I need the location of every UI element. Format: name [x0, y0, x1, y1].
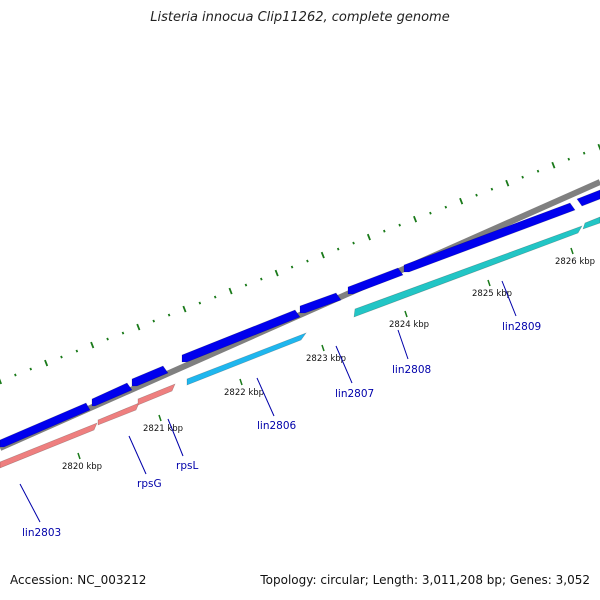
kbp-label: 2820 kbp	[62, 462, 102, 472]
gc-tick	[366, 233, 371, 241]
gc-tick	[29, 367, 33, 371]
kbp-tick	[404, 310, 408, 318]
gc-tick	[429, 211, 432, 215]
gc-tick	[14, 373, 17, 377]
gc-tick	[567, 157, 571, 161]
gc-tick	[228, 287, 233, 295]
gene-reverse-2[interactable]	[97, 402, 140, 426]
gc-tick	[121, 331, 125, 335]
genome-backbone	[0, 179, 600, 451]
gene-reverse-4[interactable]	[186, 332, 307, 386]
gc-tick	[90, 341, 95, 349]
gc-tick	[398, 223, 401, 227]
kbp-label: 2822 kbp	[224, 388, 264, 398]
gene-forward-4[interactable]	[181, 309, 301, 363]
gc-tick	[475, 193, 478, 197]
gc-tick	[306, 259, 309, 263]
kbp-tick	[77, 452, 81, 460]
gene-forward-5[interactable]	[299, 292, 342, 314]
gc-tick	[444, 205, 448, 209]
gc-tick	[490, 187, 494, 191]
gene-leader-line	[397, 329, 409, 360]
gc-tick	[198, 301, 202, 305]
gc-tick	[536, 169, 540, 173]
gene-label[interactable]: rpsG	[137, 478, 162, 490]
gc-tick	[75, 349, 79, 353]
gc-tick	[505, 179, 510, 187]
topology-summary-text: Topology: circular; Length: 3,011,208 bp…	[260, 573, 590, 587]
gc-tick	[60, 355, 63, 359]
gc-tick	[383, 229, 386, 233]
kbp-label: 2823 kbp	[306, 354, 346, 364]
kbp-tick	[321, 344, 325, 352]
gc-skew-tick-track	[0, 143, 600, 385]
kbp-label: 2821 kbp	[143, 424, 183, 434]
gc-tick	[274, 269, 279, 277]
gc-tick	[582, 151, 586, 155]
gc-tick	[44, 359, 49, 367]
gc-tick	[290, 265, 294, 269]
gene-leader-line	[19, 483, 41, 523]
gc-tick	[213, 295, 217, 299]
gene-forward-7[interactable]	[403, 202, 576, 273]
kbp-tick	[487, 279, 491, 287]
gc-tick	[320, 251, 325, 259]
gene-label[interactable]: lin2807	[335, 388, 374, 400]
gc-tick	[521, 175, 524, 179]
kbp-scale: 2820 kbp 2821 kbp 2822 kbp 2823 kbp 2824 kbp…	[62, 247, 595, 472]
kbp-tick	[239, 378, 243, 386]
kbp-label: 2824 kbp	[389, 320, 429, 330]
gene-forward-8[interactable]	[576, 189, 600, 207]
map-title: Listeria innocua Clip11262, complete gen…	[150, 10, 450, 25]
gc-tick	[336, 247, 340, 251]
gene-label[interactable]: lin2803	[22, 527, 61, 539]
gc-tick	[413, 215, 418, 223]
gc-tick	[106, 337, 109, 341]
gene-forward-2[interactable]	[91, 382, 133, 407]
gene-leader-line	[335, 345, 353, 384]
gc-tick	[260, 277, 263, 281]
kbp-label: 2825 kbp	[472, 289, 512, 299]
gene-leader-line	[128, 435, 147, 475]
gc-tick	[244, 283, 248, 287]
kbp-tick	[570, 247, 574, 255]
gene-leader-line	[256, 377, 275, 417]
gene-reverse-1[interactable]	[0, 422, 98, 469]
gene-leader-line	[167, 418, 184, 457]
gene-reverse-3[interactable]	[137, 383, 176, 406]
gene-reverse-6[interactable]	[582, 216, 600, 230]
gene-label[interactable]: lin2808	[392, 364, 431, 376]
gene-forward-6[interactable]	[347, 267, 404, 295]
gene-reverse-5[interactable]	[353, 225, 583, 318]
gc-tick	[182, 305, 187, 313]
gc-tick	[136, 323, 141, 331]
gc-tick	[551, 161, 556, 169]
kbp-label: 2826 kbp	[555, 257, 595, 267]
gc-tick	[167, 313, 171, 317]
kbp-tick	[158, 414, 162, 422]
gc-tick	[459, 197, 464, 205]
gene-leader-line	[501, 280, 517, 317]
gene-forward-3[interactable]	[131, 365, 169, 387]
gc-tick	[0, 378, 3, 385]
gene-labels[interactable]: lin2803 rpsG rpsL lin2806 lin2807 lin2808 lin2…	[19, 280, 541, 539]
gene-label[interactable]: lin2809	[502, 321, 541, 333]
gc-tick	[152, 319, 155, 323]
gene-forward-1[interactable]	[0, 402, 91, 448]
gc-tick	[352, 241, 355, 245]
gene-features[interactable]	[0, 189, 600, 469]
gene-label[interactable]: lin2806	[257, 420, 297, 432]
gene-label[interactable]: rpsL	[176, 460, 198, 472]
accession-text: Accession: NC_003212	[10, 573, 147, 587]
